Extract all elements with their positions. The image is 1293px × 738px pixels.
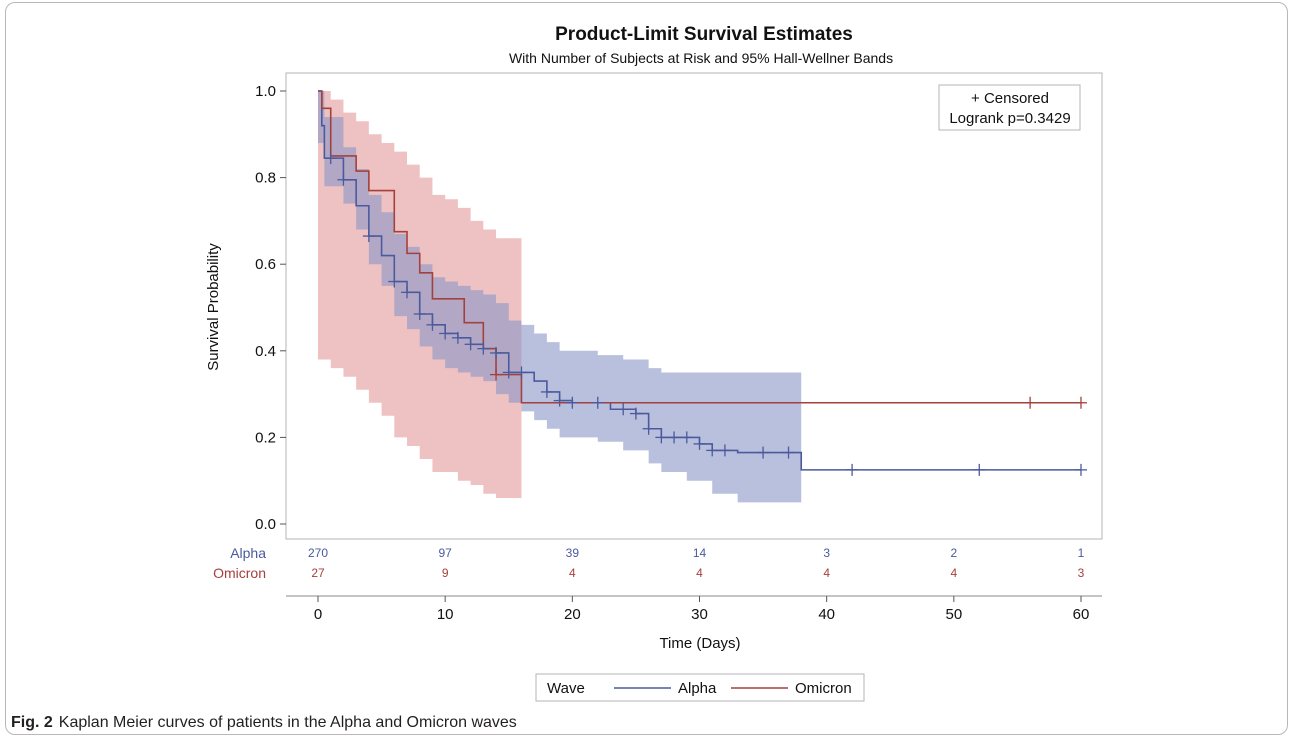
figure-caption-text: Kaplan Meier curves of patients in the A… <box>58 714 517 731</box>
plot-frame <box>285 72 1103 540</box>
x-tick-label: 0 <box>314 606 322 623</box>
censored-legend-text: + Censored <box>971 90 1049 107</box>
at-risk-count-alpha: 1 <box>1078 546 1085 560</box>
x-tick-label: 20 <box>564 606 581 623</box>
at-risk-count-alpha: 14 <box>693 546 707 560</box>
figure-label: Fig. 2 <box>11 714 53 731</box>
censor-marks <box>324 152 1087 476</box>
chart-title: Product-Limit Survival Estimates <box>555 24 853 45</box>
y-tick-label: 0.2 <box>255 429 276 446</box>
x-tick-label: 10 <box>437 606 454 623</box>
at-risk-count-alpha: 270 <box>308 546 328 560</box>
x-tick-label: 60 <box>1073 606 1090 623</box>
y-tick-label: 1.0 <box>255 83 276 100</box>
figure-frame <box>5 2 1288 735</box>
at-risk-count-alpha: 2 <box>950 546 957 560</box>
x-tick-label: 40 <box>818 606 835 623</box>
at-risk-table: Alpha 270 97 39 14 3 2 1 Omicron 27 9 4 4 4 4 3 <box>213 545 1085 581</box>
inset-legend: + Censored Logrank p=0.3429 <box>938 84 1081 131</box>
y-tick-label: 0.4 <box>255 343 276 360</box>
legend-label-omicron: Omicron <box>795 680 852 697</box>
legend-label-alpha: Alpha <box>678 680 717 697</box>
series-legend: Wave Alpha Omicron <box>535 673 865 702</box>
at-risk-count-omicron: 4 <box>569 566 576 580</box>
at-risk-count-omicron: 4 <box>823 566 830 580</box>
band-alpha <box>318 91 802 503</box>
at-risk-label-alpha: Alpha <box>230 545 266 561</box>
x-axis-label: Time (Days) <box>659 635 740 652</box>
at-risk-count-alpha: 97 <box>438 546 452 560</box>
at-risk-count-omicron: 4 <box>696 566 703 580</box>
chart-subtitle: With Number of Subjects at Risk and 95% … <box>509 50 893 66</box>
y-tick-label: 0.6 <box>255 256 276 273</box>
at-risk-count-alpha: 3 <box>823 546 830 560</box>
legend-title: Wave <box>547 680 585 697</box>
at-risk-label-omicron: Omicron <box>213 565 266 581</box>
x-tick-label: 50 <box>945 606 962 623</box>
x-tick-label: 30 <box>691 606 708 623</box>
y-axis-label: Survival Probability <box>205 243 222 371</box>
at-risk-count-alpha: 39 <box>566 546 580 560</box>
curve-omicron <box>318 90 1081 404</box>
x-axis: 0 10 20 30 40 50 60 <box>286 595 1102 623</box>
at-risk-count-omicron: 27 <box>311 566 325 580</box>
figure-caption: Fig. 2 Kaplan Meier curves of patients in… <box>11 714 517 732</box>
y-tick-label: 0.0 <box>255 516 276 533</box>
at-risk-count-omicron: 3 <box>1078 566 1085 580</box>
logrank-text: Logrank p=0.3429 <box>949 110 1070 127</box>
at-risk-count-omicron: 4 <box>950 566 957 580</box>
at-risk-count-omicron: 9 <box>442 566 449 580</box>
confidence-bands <box>318 91 802 503</box>
y-axis: 0.0 0.2 0.4 0.6 0.8 1.0 <box>255 83 286 533</box>
y-tick-label: 0.8 <box>255 170 276 187</box>
survival-chart: Product-Limit Survival Estimates With Nu… <box>205 24 1103 702</box>
